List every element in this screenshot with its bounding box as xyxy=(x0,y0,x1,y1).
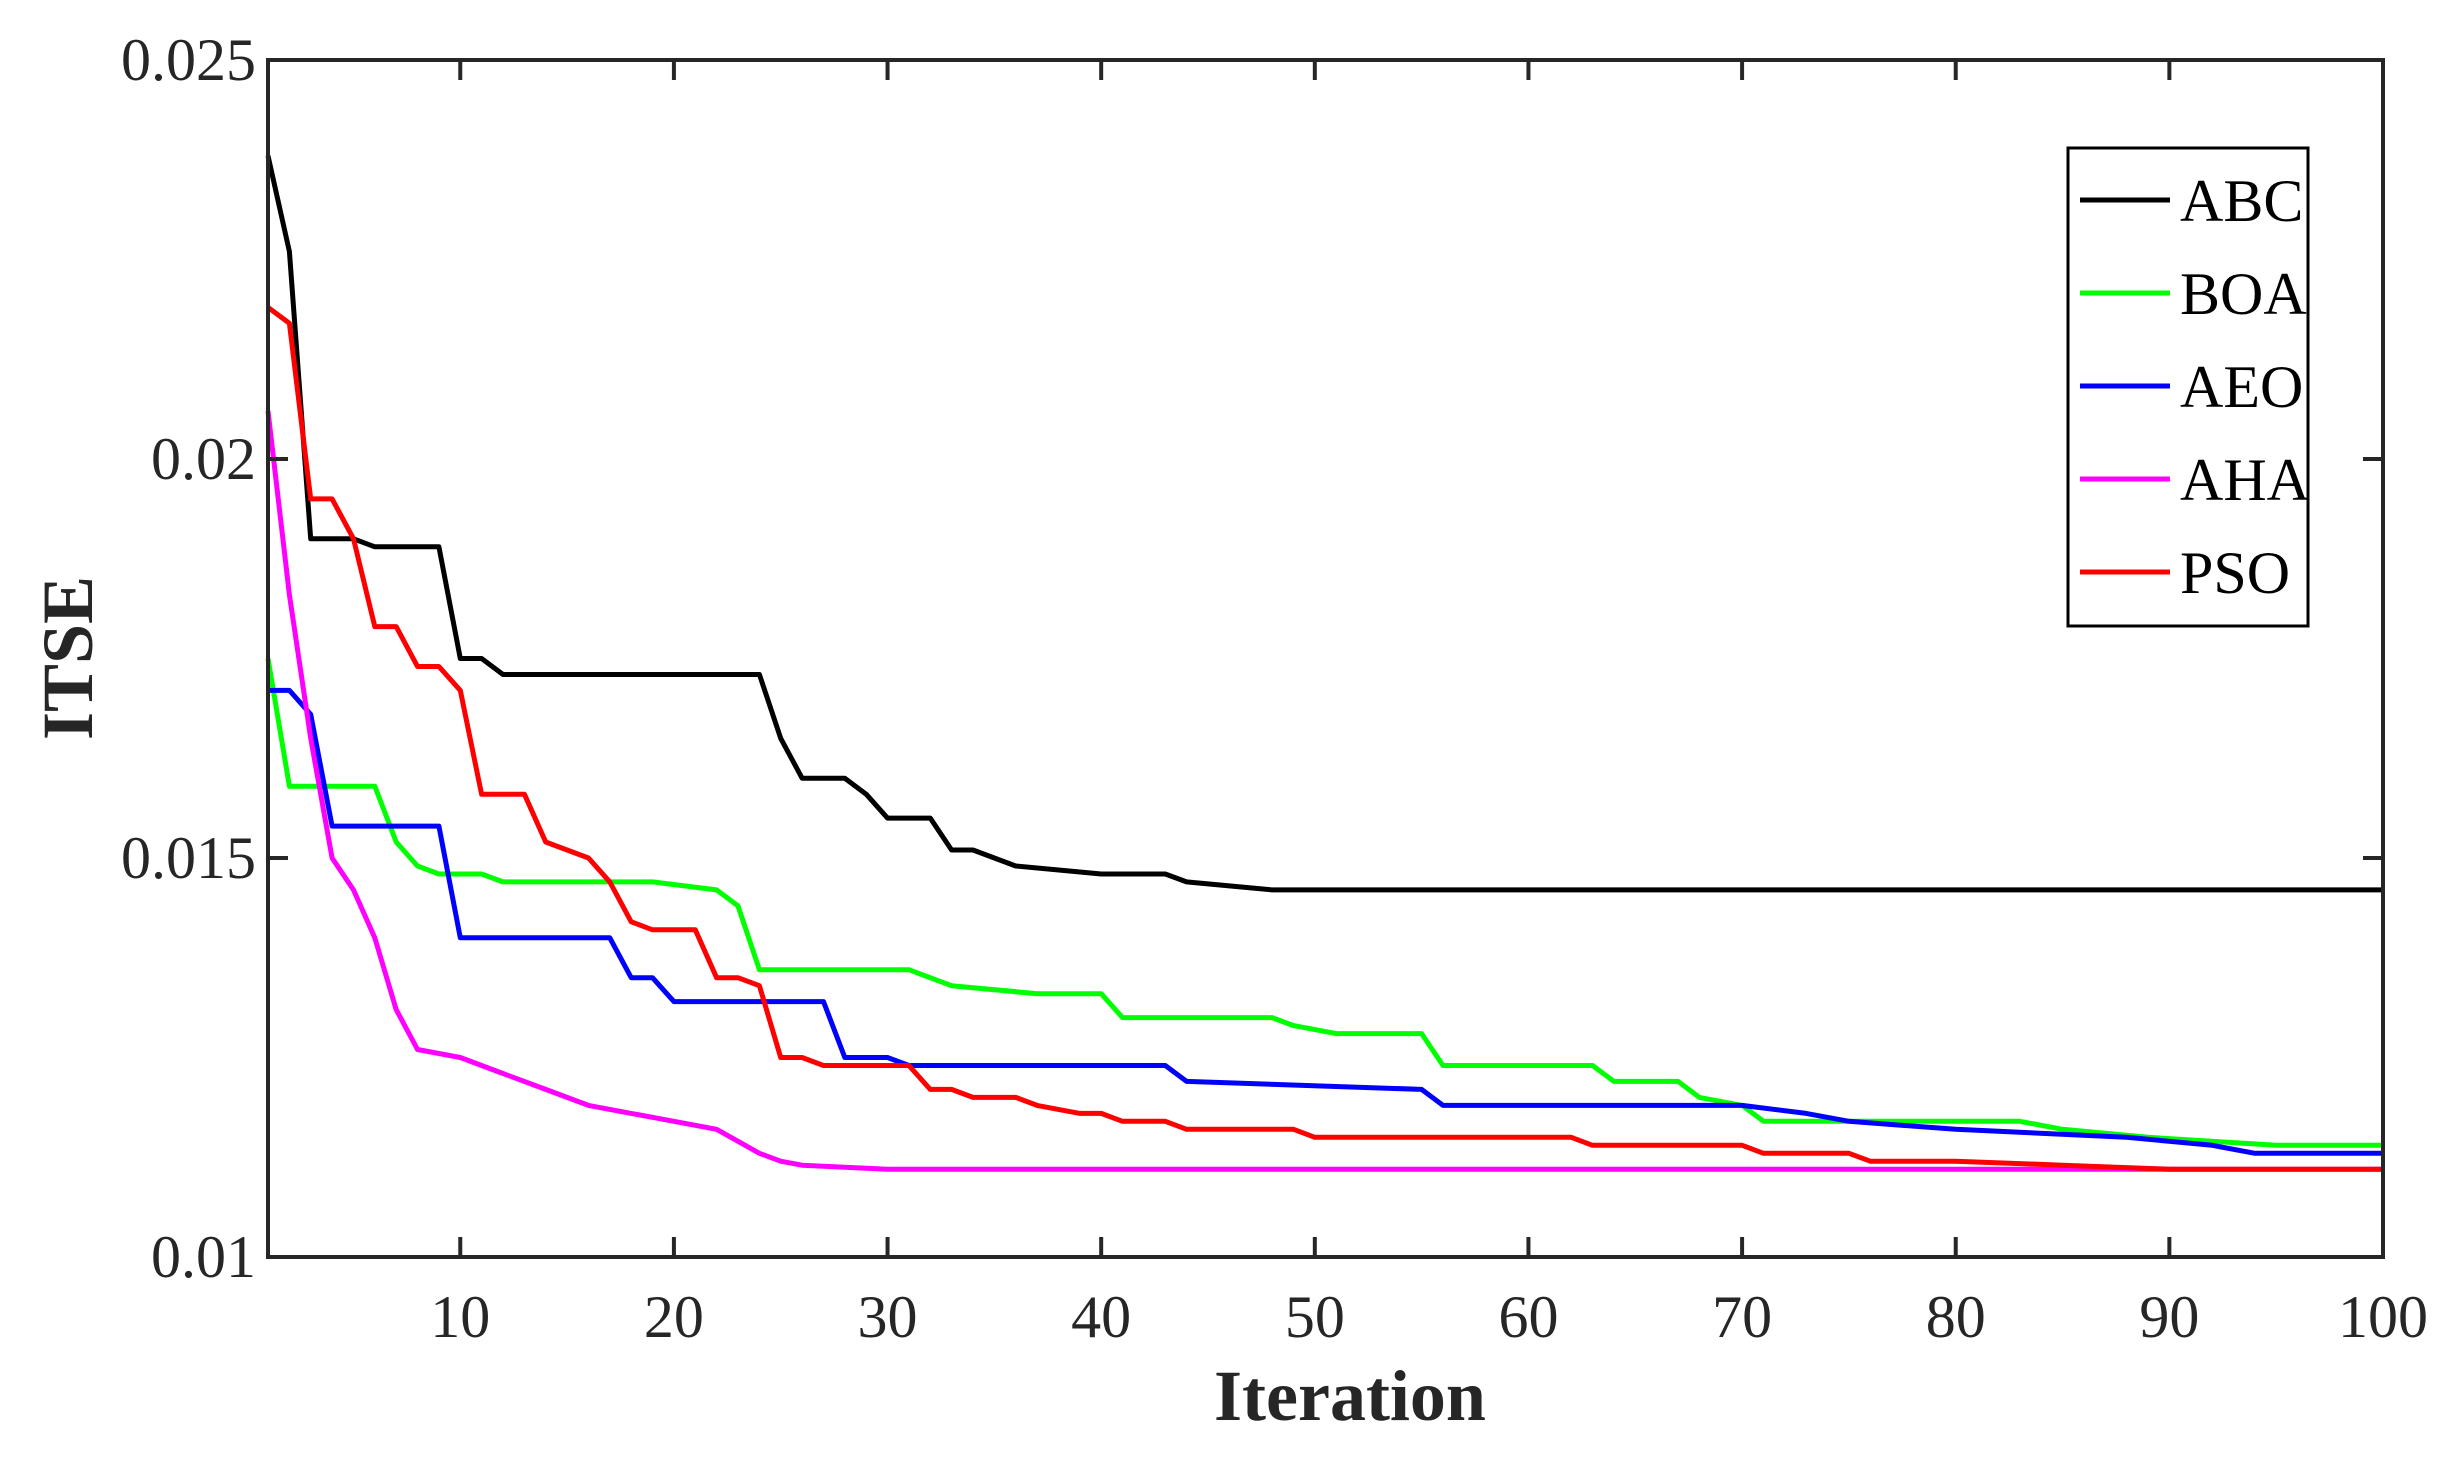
x-tick-label: 50 xyxy=(1285,1284,1345,1350)
x-axis-ticks: 10 20 30 40 50 60 70 80 90 100 xyxy=(430,60,2428,1350)
x-tick-label: 60 xyxy=(1498,1284,1558,1350)
x-tick-label: 90 xyxy=(2139,1284,2199,1350)
x-tick-label: 70 xyxy=(1712,1284,1772,1350)
legend: ABC BOA AEO AHA PSO xyxy=(2066,146,2310,628)
x-tick-label: 40 xyxy=(1071,1284,1131,1350)
y-tick-label: 0.02 xyxy=(151,426,256,492)
series-line-pso xyxy=(266,305,2383,1172)
series-line-boa xyxy=(265,658,2383,1148)
plot-area xyxy=(268,60,2383,1257)
legend-label-pso: PSO xyxy=(2180,540,2290,606)
x-tick-label: 20 xyxy=(644,1284,704,1350)
y-tick-label: 0.025 xyxy=(121,27,256,93)
series-lines xyxy=(265,155,2383,1172)
x-axis-title: Iteration xyxy=(1214,1356,1486,1436)
y-axis-title: ITSE xyxy=(28,576,108,740)
y-tick-label: 0.01 xyxy=(151,1224,256,1290)
legend-label-aeo: AEO xyxy=(2180,354,2303,420)
x-tick-label: 80 xyxy=(1926,1284,1986,1350)
series-line-abc xyxy=(265,155,2383,893)
x-tick-label: 10 xyxy=(430,1284,490,1350)
series-line-aeo xyxy=(268,687,2383,1156)
x-tick-label: 100 xyxy=(2338,1284,2428,1350)
legend-label-boa: BOA xyxy=(2180,261,2307,327)
x-tick-label: 30 xyxy=(858,1284,918,1350)
y-tick-label: 0.015 xyxy=(121,825,256,891)
plot-frame xyxy=(266,58,2385,1259)
legend-label-abc: ABC xyxy=(2180,168,2303,234)
series-line-aha xyxy=(265,410,2383,1172)
y-axis-ticks: 0.01 0.015 0.02 0.025 xyxy=(121,27,2383,1290)
legend-label-aha: AHA xyxy=(2180,447,2310,513)
